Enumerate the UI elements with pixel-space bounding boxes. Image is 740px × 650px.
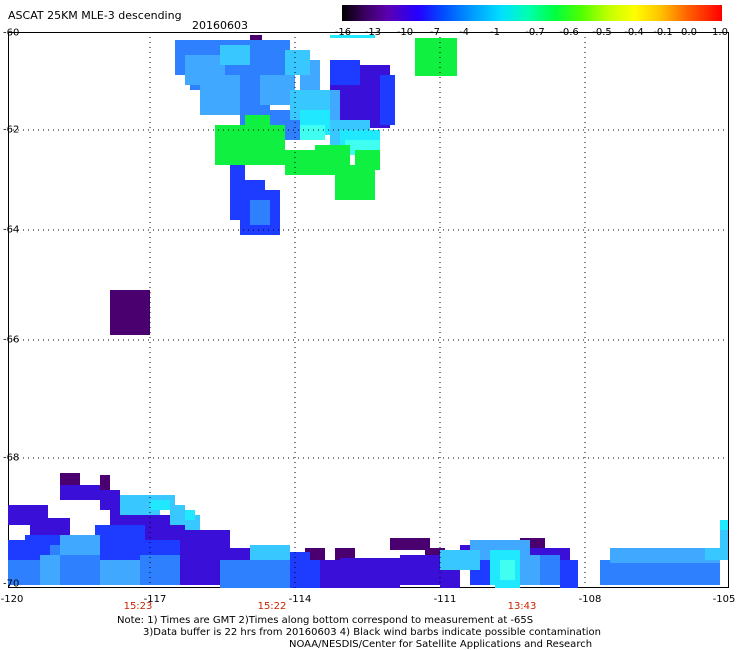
time-label: 15:22 bbox=[257, 601, 287, 612]
wind-cell-skyblue bbox=[440, 550, 480, 570]
wind-cell-blue bbox=[560, 560, 578, 588]
wind-cell-skyblue bbox=[250, 545, 290, 560]
lon-label: -111 bbox=[433, 594, 457, 605]
wind-cell-midblue bbox=[140, 555, 180, 585]
lat-label: -66 bbox=[3, 334, 20, 346]
lon-label: -120 bbox=[0, 594, 24, 605]
wind-cell-darkpurple bbox=[110, 290, 150, 335]
wind-cell-cyan bbox=[330, 35, 375, 38]
wind-cell-midblue bbox=[600, 560, 720, 585]
wind-cell-green bbox=[245, 115, 270, 135]
wind-cell-midblue bbox=[220, 560, 250, 588]
lat-label: -64 bbox=[3, 224, 20, 236]
wind-cell-skyblue bbox=[705, 548, 728, 560]
wind-cell-midblue bbox=[250, 200, 270, 225]
lon-label: -105 bbox=[712, 594, 736, 605]
wind-cell-lightblue bbox=[520, 555, 540, 585]
wind-cell-skyblue bbox=[170, 505, 185, 525]
note-line: NOAA/NESDIS/Center for Satellite Applica… bbox=[289, 639, 593, 650]
lat-label: -70 bbox=[3, 578, 20, 590]
wind-cell-lightblue bbox=[610, 548, 720, 563]
wind-cell-blue bbox=[300, 560, 320, 588]
lat-label: -62 bbox=[3, 124, 20, 136]
map-date: 20160603 bbox=[192, 19, 248, 32]
wind-cell-cyan bbox=[150, 500, 170, 510]
wind-cell-blue bbox=[330, 60, 360, 85]
wind-cell-aqua bbox=[500, 560, 515, 580]
wind-cell-darkpurple bbox=[335, 548, 355, 560]
wind-cell-lightblue bbox=[260, 75, 295, 105]
wind-cell-green bbox=[415, 38, 457, 76]
wind-cell-aqua bbox=[300, 125, 325, 140]
wind-cell-skyblue bbox=[220, 45, 250, 65]
wind-cell-lightblue bbox=[40, 555, 60, 585]
wind-cell-blue bbox=[380, 75, 395, 125]
time-label: 13:43 bbox=[507, 601, 537, 612]
note-line: Note: 1) Times are GMT 2)Times along bot… bbox=[117, 615, 534, 626]
wind-cell-darkpurple bbox=[390, 538, 430, 550]
wind-cell-green bbox=[285, 150, 315, 175]
map-title: ASCAT 25KM MLE-3 descending bbox=[8, 9, 182, 22]
wind-cell-purple bbox=[340, 558, 400, 588]
wind-cell-purple bbox=[60, 485, 100, 500]
graticule bbox=[8, 32, 729, 588]
time-label: 15:23 bbox=[123, 601, 153, 612]
wind-cell-lightblue bbox=[60, 535, 100, 555]
wind-cell-green bbox=[335, 165, 375, 200]
wind-cell-lightblue bbox=[100, 560, 140, 585]
lon-label: -114 bbox=[288, 594, 312, 605]
wind-cell-midblue bbox=[250, 560, 290, 588]
wind-cell-cyan bbox=[185, 510, 195, 520]
lon-label: -108 bbox=[578, 594, 602, 605]
lon-label: -117 bbox=[143, 594, 167, 605]
wind-cell-cyan bbox=[720, 520, 728, 530]
wind-cell-lightblue bbox=[185, 55, 225, 85]
wind-cell-green bbox=[355, 150, 380, 170]
wind-swath-cells bbox=[8, 35, 728, 588]
wind-cell-midblue bbox=[540, 555, 560, 585]
color-scale-bar bbox=[342, 5, 722, 21]
wind-cell-skyblue bbox=[720, 527, 728, 552]
lat-label: -60 bbox=[3, 27, 20, 39]
note-line: 3)Data buffer is 22 hrs from 20160603 4)… bbox=[143, 627, 601, 638]
wind-cell-darkpurple bbox=[100, 475, 110, 495]
lat-label: -68 bbox=[3, 452, 20, 464]
wind-cell-purple bbox=[400, 555, 440, 585]
wind-cell-skyblue bbox=[285, 50, 310, 75]
